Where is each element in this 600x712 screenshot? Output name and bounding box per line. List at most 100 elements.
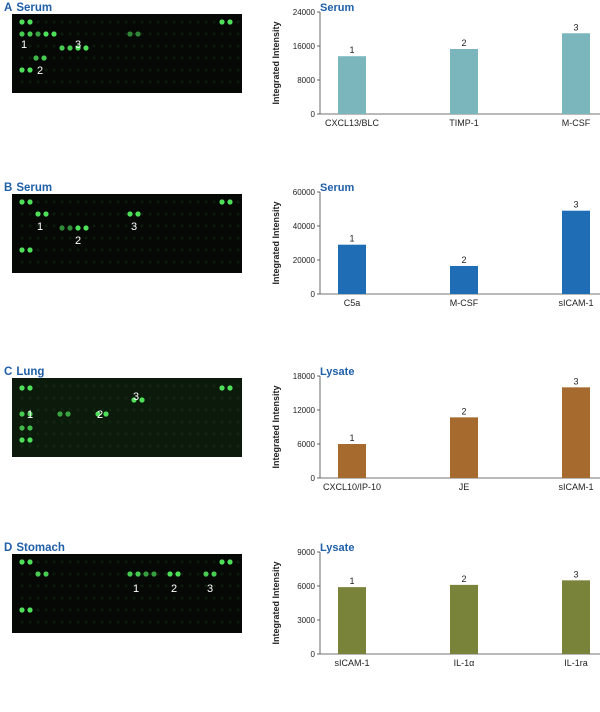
array-spot-faint xyxy=(172,44,176,48)
array-spot-faint xyxy=(124,68,128,72)
array-spot-faint xyxy=(108,432,112,436)
array-spot-faint xyxy=(172,236,176,240)
array-spot-faint xyxy=(148,68,152,72)
array-spot-faint xyxy=(76,80,80,84)
array-spot-faint xyxy=(60,620,64,624)
spot-label: 3 xyxy=(131,221,137,233)
array-spot-faint xyxy=(124,620,128,624)
array-spot-faint xyxy=(212,596,216,600)
array-spot-faint xyxy=(220,596,224,600)
array-spot xyxy=(19,19,25,25)
array-spot-faint xyxy=(108,596,112,600)
array-spot-faint xyxy=(36,200,40,204)
y-tick-label: 40000 xyxy=(293,222,316,231)
array-spot-faint xyxy=(220,212,224,216)
array-spot-faint xyxy=(28,224,32,228)
array-spot-faint xyxy=(124,560,128,564)
chart-title: Serum xyxy=(320,182,355,194)
array-spot-faint xyxy=(172,620,176,624)
array-spot-faint xyxy=(236,44,240,48)
array-spot xyxy=(135,211,141,217)
array-spot-faint xyxy=(148,384,152,388)
array-spot-faint xyxy=(164,584,168,588)
array-spot-faint xyxy=(28,56,32,60)
array-spot-faint xyxy=(188,620,192,624)
array-spot-faint xyxy=(124,584,128,588)
x-tick-label: sICAM-1 xyxy=(558,298,593,308)
array-spot xyxy=(219,19,225,25)
x-tick-label: TIMP-1 xyxy=(449,118,479,128)
array-spot-faint xyxy=(92,32,96,36)
array-spot-faint xyxy=(180,248,184,252)
chart-title: Lysate xyxy=(320,366,355,378)
array-spot-faint xyxy=(164,32,168,36)
array-spot-faint xyxy=(60,248,64,252)
array-spot-faint xyxy=(172,260,176,264)
array-spot-faint xyxy=(116,236,120,240)
array-spot xyxy=(27,19,33,25)
array-spot-faint xyxy=(84,384,88,388)
array-spot-faint xyxy=(220,584,224,588)
array-spot-faint xyxy=(156,200,160,204)
array-spot-faint xyxy=(76,620,80,624)
array-spot-faint xyxy=(20,444,24,448)
array-spot xyxy=(27,385,33,391)
y-tick-label: 60000 xyxy=(293,188,316,197)
array-spot-faint xyxy=(84,396,88,400)
spot-label: 3 xyxy=(207,583,213,595)
array-spot-faint xyxy=(124,236,128,240)
array-spot-faint xyxy=(140,432,144,436)
array-spot-faint xyxy=(132,584,136,588)
array-spot-faint xyxy=(100,200,104,204)
array-spot-faint xyxy=(228,212,232,216)
array-spot-faint xyxy=(116,56,120,60)
array-spot-faint xyxy=(60,560,64,564)
array-spot-faint xyxy=(92,608,96,612)
spot-label: 2 xyxy=(171,583,177,595)
array-spot-faint xyxy=(156,608,160,612)
array-spot-faint xyxy=(196,408,200,412)
array-spot-faint xyxy=(132,572,136,576)
array-spot-faint xyxy=(20,236,24,240)
array-spot-faint xyxy=(180,20,184,24)
array-spot-faint xyxy=(156,68,160,72)
array-spot-faint xyxy=(108,408,112,412)
array-spot-faint xyxy=(52,384,56,388)
array-spot-faint xyxy=(140,44,144,48)
bar-label: 3 xyxy=(573,200,578,210)
array-spot-faint xyxy=(140,444,144,448)
array-spot-faint xyxy=(100,68,104,72)
array-spot-faint xyxy=(28,596,32,600)
x-tick-label: IL-1ra xyxy=(564,658,588,668)
array-spot-faint xyxy=(60,408,64,412)
array-spot xyxy=(219,559,225,565)
array-spot-faint xyxy=(172,384,176,388)
array-spot-faint xyxy=(236,432,240,436)
array-spot-faint xyxy=(52,224,56,228)
array-spot-faint xyxy=(60,432,64,436)
array-spot-faint xyxy=(84,560,88,564)
array-spot-faint xyxy=(140,384,144,388)
array-spot-faint xyxy=(124,260,128,264)
array-spot-faint xyxy=(44,408,48,412)
array-spot-faint xyxy=(52,80,56,84)
array-spot-faint xyxy=(132,248,136,252)
array-spot-faint xyxy=(20,420,24,424)
array-spot xyxy=(219,199,225,205)
array-spot-faint xyxy=(84,56,88,60)
array-spot-faint xyxy=(196,420,200,424)
chart-svg: 0 8000 16000 24000 Integrated Intensity 1 CXCL… xyxy=(271,8,600,128)
array-spot-faint xyxy=(92,44,96,48)
array-spot-faint xyxy=(28,408,32,412)
array-spot-faint xyxy=(60,56,64,60)
array-spot-faint xyxy=(228,620,232,624)
array-spot-faint xyxy=(164,396,168,400)
array-spot-faint xyxy=(140,260,144,264)
array-spot xyxy=(227,385,233,391)
array-spot xyxy=(19,31,25,37)
array-spot-faint xyxy=(148,20,152,24)
bar-label: 2 xyxy=(461,406,466,416)
array-spot-faint xyxy=(116,620,120,624)
array-spot-faint xyxy=(116,248,120,252)
array-spot-faint xyxy=(188,56,192,60)
